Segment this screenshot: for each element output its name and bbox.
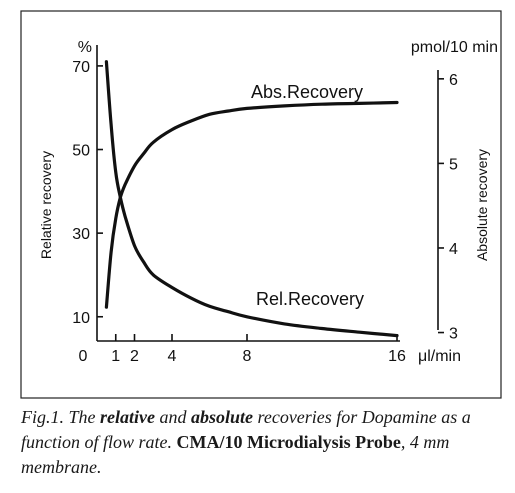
left-tick-label: 70 bbox=[72, 59, 90, 76]
x-tick-label: 0 bbox=[79, 348, 88, 365]
caption-bold-absolute: absolute bbox=[190, 407, 253, 427]
figure-caption: Fig.1. The relative and absolute recover… bbox=[21, 405, 501, 480]
rel-recovery-line bbox=[104, 60, 399, 338]
right-tick-label: 3 bbox=[449, 326, 458, 343]
x-axis-ticks: 0 1 2 4 8 16 bbox=[79, 334, 406, 365]
right-axis-unit: pmol/10 min bbox=[411, 39, 498, 56]
left-tick-label: 30 bbox=[72, 226, 90, 243]
caption-probe-name: CMA/10 Microdialysis Probe bbox=[176, 432, 401, 452]
right-tick-label: 6 bbox=[449, 72, 458, 89]
x-axis-unit: μl/min bbox=[418, 348, 461, 365]
series-label-abs-recovery: Abs.Recovery bbox=[251, 82, 363, 102]
x-tick-label: 4 bbox=[168, 348, 177, 365]
series-lines bbox=[104, 60, 399, 338]
left-axis-unit: % bbox=[78, 39, 92, 56]
abs-recovery-line bbox=[104, 100, 399, 309]
caption-mid1: and bbox=[154, 407, 191, 427]
caption-mid3: , 4 mm membrane. bbox=[21, 432, 450, 477]
left-axis-title: Relative recovery bbox=[38, 151, 54, 259]
x-tick-label: 1 bbox=[111, 348, 120, 365]
series-label-rel-recovery: Rel.Recovery bbox=[256, 289, 364, 309]
right-tick-label: 5 bbox=[449, 156, 458, 173]
outer-border bbox=[20, 10, 502, 399]
x-tick-label: 8 bbox=[243, 348, 252, 365]
left-tick-label: 50 bbox=[72, 143, 90, 160]
x-tick-label: 2 bbox=[130, 348, 139, 365]
right-axis-title: Absolute recovery bbox=[474, 149, 490, 261]
x-tick-label: 16 bbox=[388, 348, 406, 365]
caption-bold-relative: relative bbox=[100, 407, 155, 427]
caption-mid2: recoveries for Dopamine as a function of… bbox=[21, 407, 471, 452]
left-tick-label: 10 bbox=[72, 310, 90, 327]
caption-prefix: Fig.1. The bbox=[21, 407, 100, 427]
right-axis-ticks: 3 4 5 6 bbox=[438, 72, 458, 343]
right-tick-label: 4 bbox=[449, 241, 458, 258]
left-axis-ticks: 10 30 50 70 bbox=[72, 59, 103, 327]
